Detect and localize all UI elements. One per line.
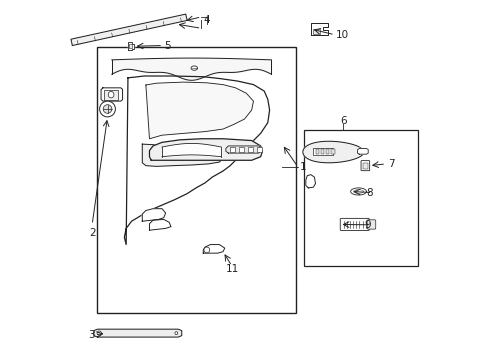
Bar (239, 147, 244, 152)
Text: 2: 2 (89, 228, 95, 238)
Ellipse shape (108, 91, 114, 98)
Polygon shape (142, 209, 165, 221)
Text: 4: 4 (203, 15, 209, 26)
Text: 7: 7 (387, 159, 394, 169)
Text: 6: 6 (339, 116, 346, 126)
Polygon shape (101, 88, 122, 101)
Circle shape (103, 105, 112, 113)
Text: 5: 5 (163, 41, 170, 50)
Polygon shape (128, 42, 133, 50)
Circle shape (203, 247, 209, 253)
Ellipse shape (191, 66, 197, 70)
Polygon shape (305, 175, 315, 188)
Polygon shape (71, 14, 187, 45)
Polygon shape (225, 146, 261, 153)
Polygon shape (350, 188, 366, 195)
Polygon shape (310, 23, 327, 36)
Text: 3: 3 (88, 330, 95, 340)
Polygon shape (149, 139, 262, 160)
FancyBboxPatch shape (366, 220, 375, 229)
Text: 9: 9 (364, 220, 370, 230)
Bar (325, 149, 328, 154)
Circle shape (100, 101, 115, 117)
Polygon shape (124, 76, 269, 244)
Bar (128, 44, 131, 48)
Bar (320, 149, 324, 154)
Polygon shape (203, 244, 224, 253)
Polygon shape (142, 144, 223, 166)
Bar (257, 147, 261, 152)
Polygon shape (145, 82, 253, 139)
FancyBboxPatch shape (360, 161, 369, 171)
Text: 11: 11 (225, 264, 238, 274)
Bar (303, 130, 418, 266)
Bar (104, 90, 118, 100)
Bar (247, 147, 252, 152)
Bar (313, 148, 332, 155)
Bar (230, 147, 234, 152)
Text: 8: 8 (365, 188, 372, 198)
Text: 1: 1 (300, 162, 306, 172)
Bar (330, 149, 334, 154)
Circle shape (175, 332, 178, 334)
Text: 10: 10 (335, 30, 348, 40)
Polygon shape (302, 141, 363, 163)
Bar (312, 29, 319, 34)
Bar (97, 47, 296, 313)
FancyBboxPatch shape (340, 219, 368, 230)
Circle shape (97, 331, 101, 335)
Polygon shape (357, 148, 367, 154)
Polygon shape (94, 329, 182, 337)
Bar (315, 149, 318, 154)
Bar (362, 163, 367, 168)
Polygon shape (149, 220, 171, 230)
